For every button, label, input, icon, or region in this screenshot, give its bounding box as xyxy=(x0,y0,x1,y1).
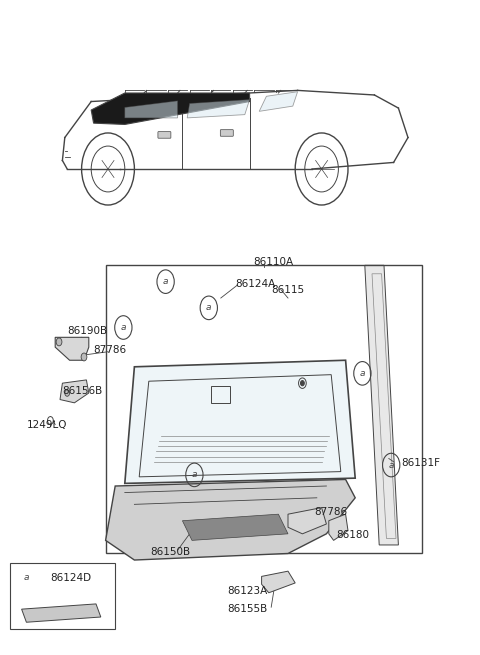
Text: 86190B: 86190B xyxy=(67,326,108,336)
Circle shape xyxy=(48,417,53,424)
Text: 86124D: 86124D xyxy=(50,572,92,583)
Text: 87786: 87786 xyxy=(94,345,127,356)
Text: a: a xyxy=(120,323,126,332)
Circle shape xyxy=(56,338,62,346)
Polygon shape xyxy=(259,92,298,111)
Polygon shape xyxy=(91,93,250,124)
Text: 86180: 86180 xyxy=(336,530,369,540)
Polygon shape xyxy=(262,571,295,593)
Bar xyxy=(106,265,422,553)
Text: 86155B: 86155B xyxy=(227,604,267,614)
Text: a: a xyxy=(388,460,394,470)
Text: 87786: 87786 xyxy=(314,507,348,517)
Text: 86124A: 86124A xyxy=(235,278,276,289)
Bar xyxy=(211,386,230,403)
Text: 86115: 86115 xyxy=(271,285,304,295)
Text: 86150B: 86150B xyxy=(150,546,191,557)
Polygon shape xyxy=(22,604,101,622)
FancyBboxPatch shape xyxy=(158,132,171,138)
Polygon shape xyxy=(187,100,250,118)
Circle shape xyxy=(300,381,304,386)
Circle shape xyxy=(65,390,70,396)
FancyBboxPatch shape xyxy=(220,130,233,136)
Text: 86110A: 86110A xyxy=(253,257,294,267)
Bar xyxy=(10,563,115,629)
Polygon shape xyxy=(55,337,89,360)
Text: a: a xyxy=(360,369,365,378)
Polygon shape xyxy=(125,101,178,118)
Circle shape xyxy=(81,353,87,361)
Polygon shape xyxy=(125,360,355,483)
Text: 86131F: 86131F xyxy=(401,458,440,468)
Polygon shape xyxy=(329,514,348,540)
Polygon shape xyxy=(182,514,288,540)
Text: a: a xyxy=(24,573,29,582)
Text: 86123A: 86123A xyxy=(227,586,267,596)
Polygon shape xyxy=(106,479,355,560)
Text: a: a xyxy=(163,277,168,286)
Text: 1249LQ: 1249LQ xyxy=(26,420,67,430)
Text: a: a xyxy=(192,470,197,479)
Polygon shape xyxy=(288,508,326,534)
Text: a: a xyxy=(206,303,212,312)
Polygon shape xyxy=(365,265,398,545)
Polygon shape xyxy=(60,380,89,403)
Text: 86156B: 86156B xyxy=(62,386,103,396)
